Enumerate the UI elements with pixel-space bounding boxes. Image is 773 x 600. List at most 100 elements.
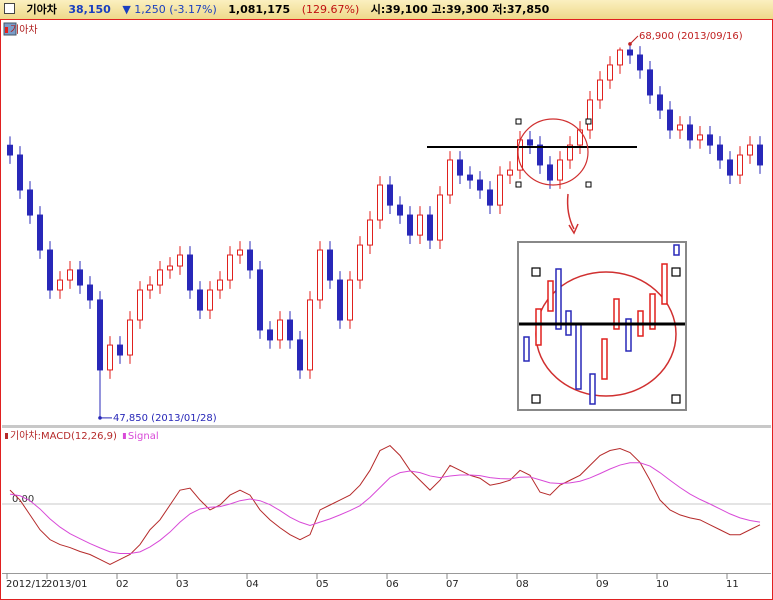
candle-body bbox=[157, 269, 163, 286]
candle-body bbox=[77, 269, 83, 286]
x-tick-label: 07 bbox=[446, 579, 459, 590]
candle-body bbox=[7, 144, 13, 156]
candle-body bbox=[137, 289, 143, 321]
candle-body bbox=[507, 169, 513, 176]
candle-body bbox=[107, 344, 113, 371]
candle-body bbox=[167, 265, 173, 271]
selection-handles bbox=[515, 118, 592, 188]
legend-marker bbox=[5, 27, 8, 33]
candle-body bbox=[687, 124, 693, 141]
low-annotation: 47,850 (2013/01/28) bbox=[113, 413, 217, 424]
candle-body bbox=[377, 184, 383, 221]
candle-body bbox=[727, 159, 733, 176]
legend-label: Signal bbox=[128, 431, 159, 442]
high-leader bbox=[629, 35, 639, 45]
candle-body bbox=[267, 329, 273, 341]
candle-body bbox=[567, 144, 573, 161]
high-annotation: 68,900 (2013/09/16) bbox=[639, 31, 743, 42]
candle-body bbox=[197, 289, 203, 311]
legend-marker bbox=[5, 433, 8, 439]
x-tick-label: 09 bbox=[596, 579, 609, 590]
candle-body bbox=[707, 134, 713, 146]
candle-body bbox=[487, 189, 493, 206]
change: ▼ 1,250 (-3.17%) bbox=[122, 3, 217, 16]
candle-body bbox=[317, 249, 323, 301]
candle-body bbox=[557, 159, 563, 181]
candle-body bbox=[447, 159, 453, 196]
x-tick-label: 02 bbox=[116, 579, 129, 590]
candle-body bbox=[427, 214, 433, 241]
candle-body bbox=[287, 319, 293, 341]
candle-body bbox=[127, 319, 133, 356]
zoom-inset bbox=[517, 241, 687, 411]
x-tick-label: 2012/12 bbox=[6, 579, 48, 590]
candle-body bbox=[47, 249, 53, 291]
candle-body bbox=[497, 174, 503, 206]
chart: 기아차 47,850 (2013/01/28) 68,900 (2013/09/16… bbox=[0, 19, 773, 600]
candle-body bbox=[57, 279, 63, 291]
candle-body bbox=[397, 204, 403, 216]
candle-body bbox=[357, 244, 363, 281]
candle-body bbox=[417, 214, 423, 236]
candle-body bbox=[237, 249, 243, 256]
candle-body bbox=[27, 189, 33, 216]
arrow bbox=[566, 193, 575, 230]
x-tick-label: 04 bbox=[246, 579, 259, 590]
candle-body bbox=[657, 94, 663, 111]
x-tick-label: 10 bbox=[656, 579, 669, 590]
candle-body bbox=[277, 319, 283, 341]
candle-body bbox=[647, 69, 653, 96]
candle-body bbox=[627, 49, 633, 56]
checkbox[interactable] bbox=[4, 3, 15, 14]
candle-body bbox=[717, 144, 723, 161]
legend-marker bbox=[122, 433, 126, 439]
candle-body bbox=[677, 124, 683, 131]
candle-body bbox=[697, 134, 703, 141]
candle-body bbox=[297, 339, 303, 371]
arrow-head bbox=[568, 223, 579, 235]
candle-body bbox=[407, 214, 413, 236]
candle-body bbox=[147, 284, 153, 291]
x-tick-label: 11 bbox=[726, 579, 739, 590]
x-tick-label: 08 bbox=[516, 579, 529, 590]
candle-body bbox=[347, 279, 353, 321]
candle-body bbox=[367, 219, 373, 246]
candle-body bbox=[467, 174, 473, 181]
legend-label: 기아차:MACD(12,26,9) bbox=[10, 430, 117, 442]
y-tick-label: 0.00 bbox=[12, 494, 34, 505]
x-tick-label: 2013/01 bbox=[46, 579, 88, 590]
candle-body bbox=[607, 64, 613, 81]
candle-body bbox=[617, 49, 623, 66]
candle-body bbox=[477, 179, 483, 191]
candle-body bbox=[667, 109, 673, 131]
candle-body bbox=[247, 249, 253, 271]
candle-body bbox=[577, 129, 583, 146]
candle-body bbox=[217, 279, 223, 291]
candle-body bbox=[757, 144, 763, 166]
price: 38,150 bbox=[68, 3, 111, 16]
candle-body bbox=[537, 144, 543, 166]
candle-body bbox=[637, 54, 643, 71]
panel-divider bbox=[2, 425, 771, 428]
candle-body bbox=[337, 279, 343, 321]
series-line bbox=[9, 462, 761, 554]
highlight-circle bbox=[517, 118, 589, 186]
stock-name: 기아차 bbox=[26, 3, 57, 16]
candle-body bbox=[257, 269, 263, 331]
candle-body bbox=[587, 99, 593, 131]
candle-body bbox=[327, 249, 333, 281]
candle-body bbox=[737, 154, 743, 176]
series-line bbox=[9, 444, 761, 565]
candle-body bbox=[37, 214, 43, 251]
candle-body bbox=[227, 254, 233, 281]
candle-body bbox=[97, 299, 103, 371]
candle-body bbox=[177, 254, 183, 267]
candle-body bbox=[547, 164, 553, 181]
x-tick-label: 03 bbox=[176, 579, 189, 590]
candle-body bbox=[87, 284, 93, 301]
volume-ratio: (129.67%) bbox=[301, 3, 360, 16]
candle-body bbox=[207, 289, 213, 311]
candle-body bbox=[457, 159, 463, 176]
candle-body bbox=[387, 184, 393, 206]
